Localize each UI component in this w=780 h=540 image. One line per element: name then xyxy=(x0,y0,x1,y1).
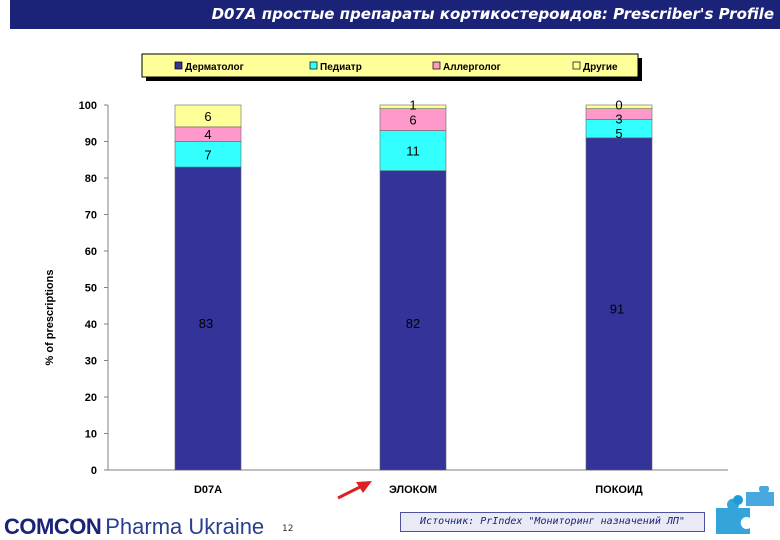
bar-segment xyxy=(174,104,242,128)
y-tick-label: 20 xyxy=(85,392,97,404)
data-label: 7 xyxy=(204,147,211,162)
page-title: D07A простые препараты кортикостероидов:… xyxy=(10,0,780,29)
data-label: 4 xyxy=(204,127,211,142)
legend-entry: Педиатр xyxy=(320,62,362,73)
data-label: 82 xyxy=(406,316,420,331)
x-tick-label: ПОКОИД xyxy=(595,484,643,496)
bar-segment xyxy=(379,130,447,172)
legend-box xyxy=(141,53,639,78)
data-label: 0 xyxy=(615,98,622,113)
y-axis-label: % of prescriptions xyxy=(44,270,56,366)
data-label: 11 xyxy=(406,144,420,159)
bar-segment xyxy=(585,137,653,471)
legend-swatch xyxy=(432,61,441,70)
bar-segment xyxy=(585,104,653,109)
arrow-head xyxy=(356,481,372,493)
arrow-shaft xyxy=(337,484,363,500)
y-tick-label: 100 xyxy=(79,100,97,112)
bar-segment xyxy=(379,104,447,109)
x-axis-labels: D07A ЭЛОКОМ ПОКОИД xyxy=(194,484,643,496)
legend-entry: Другие xyxy=(583,62,618,73)
y-tick-label: 60 xyxy=(85,246,97,258)
x-tick-label: D07A xyxy=(194,484,222,496)
legend-swatch xyxy=(309,61,318,70)
y-tick-label: 40 xyxy=(85,319,97,331)
bar-segment xyxy=(174,166,242,471)
bars xyxy=(174,104,653,471)
data-label: 1 xyxy=(409,98,416,113)
data-label: 6 xyxy=(204,109,211,124)
y-tick-label: 0 xyxy=(91,465,97,477)
page-number: 12 xyxy=(282,524,294,534)
y-tick-label: 70 xyxy=(85,210,97,222)
logo-subtitle: Pharma Ukraine xyxy=(105,514,265,539)
y-tick-label: 80 xyxy=(85,173,97,185)
comcon-logo: COMCON Pharma Ukraine xyxy=(4,514,264,540)
puzzle-icon xyxy=(716,486,774,534)
data-label: 6 xyxy=(409,113,416,128)
logo-brand: COMCON xyxy=(4,514,102,539)
data-label: 83 xyxy=(199,316,213,331)
legend-entry: Аллерголог xyxy=(443,62,501,73)
legend-swatch xyxy=(174,61,183,70)
x-tick-label: ЭЛОКОМ xyxy=(389,484,437,496)
source-note: Источник: PrIndex "Мониторинг назначений… xyxy=(400,512,705,532)
data-label: 91 xyxy=(610,301,624,316)
y-tick-label: 50 xyxy=(85,283,97,295)
highlight-arrow-icon xyxy=(337,481,372,500)
bar-segment xyxy=(379,170,447,471)
legend-swatch xyxy=(572,61,581,70)
y-tick-label: 10 xyxy=(85,429,97,441)
stacked-bar-chart: Дерматолог Педиатр Аллерголог Другие 010203… xyxy=(44,53,728,500)
data-label: 3 xyxy=(615,112,622,127)
bar-segment xyxy=(174,141,242,168)
data-label: 5 xyxy=(615,126,622,141)
y-tick-label: 90 xyxy=(85,137,97,149)
legend-entry: Дерматолог xyxy=(185,62,244,73)
y-tick-label: 30 xyxy=(85,356,97,368)
chart-legend: Дерматолог Педиатр Аллерголог Другие xyxy=(141,53,642,81)
